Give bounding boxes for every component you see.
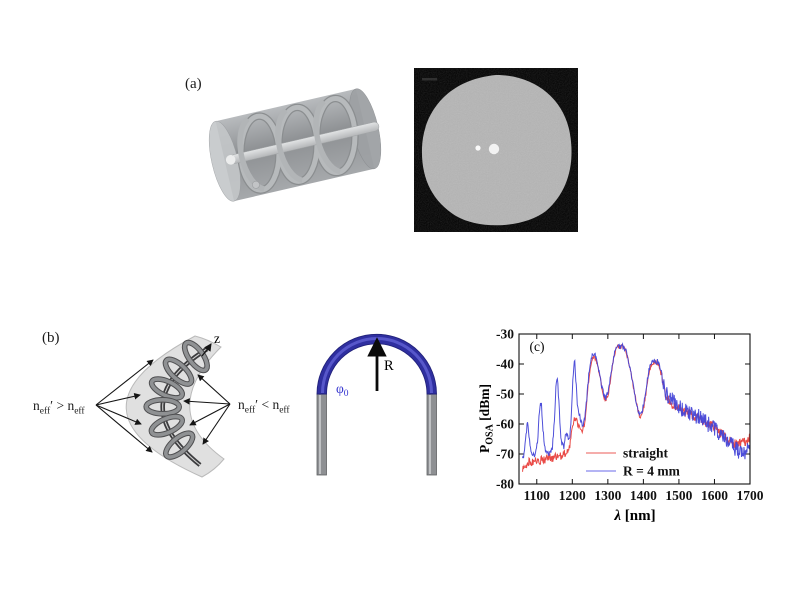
coil-loop [149, 377, 184, 400]
bent-helical-fiber-diagram: z [95, 331, 231, 478]
x-tick-label: 1600 [701, 488, 728, 503]
axes: 1100 1200 1300 1400 1500 1600 1700 -80 -70 -60 -50… [496, 327, 764, 504]
neff-less-label: neff′ < neff [238, 397, 290, 416]
phi-symbol: φ [336, 381, 344, 396]
x-tick-label: 1300 [594, 488, 621, 503]
y-tick-label: -80 [496, 477, 514, 492]
right-arrow-fan [183, 374, 231, 445]
radius-label: R [384, 358, 394, 374]
coil-loop [182, 340, 209, 373]
y-tick-label: -30 [496, 327, 514, 342]
fiber-left-leg [316, 393, 327, 476]
ylabel-p: P [477, 445, 492, 453]
legend: straight R = 4 mm [586, 446, 681, 479]
x-tick-label: 1700 [737, 488, 764, 503]
y-tick-label: -50 [496, 387, 514, 402]
y-tick-label: -70 [496, 447, 514, 462]
panel-b-label: (b) [42, 330, 60, 346]
bent-fiber-schematic: R φ0 [316, 333, 437, 476]
plot-box [518, 333, 751, 485]
helical-core-dot [475, 145, 481, 151]
coil-loop [144, 397, 181, 416]
coil-loop [149, 414, 184, 437]
fiber-right-leg [426, 393, 437, 476]
helix-end-tip [252, 180, 260, 189]
fiber-cross-section-image [414, 68, 578, 232]
trace-R-=-4-mm [522, 342, 750, 460]
neff-right-n: n [238, 397, 245, 412]
neff-right-sub2: eff [279, 405, 290, 416]
spectrum-chart: (c) POSA [dBm] λ [nm] 1100 1200 1300 1400 15… [477, 327, 764, 525]
x-tick-label: 1400 [630, 488, 657, 503]
neff-greater-label: neff′ > neff [33, 398, 97, 417]
image-corner-marking [422, 78, 437, 81]
y-tick-label: -40 [496, 357, 514, 372]
coil-loop [163, 357, 194, 386]
legend-label-1: R = 4 mm [623, 464, 681, 479]
panel-a-label: (a) [185, 76, 202, 92]
phi-subscript: 0 [344, 389, 349, 399]
helical-core-fiber-render [208, 88, 382, 202]
ylabel-subscript: OSA [485, 423, 496, 444]
bent-helix-coil [143, 339, 210, 460]
bend-angle-label: φ0 [336, 381, 349, 399]
xlabel-symbol: λ [613, 508, 621, 524]
left-arrow-fan [95, 359, 154, 453]
x-tick-label: 1200 [559, 488, 586, 503]
z-axis-arrow [201, 343, 212, 357]
x-tick-label: 1100 [524, 488, 551, 503]
z-axis-label: z [214, 331, 220, 346]
legend-label-0: straight [623, 446, 669, 461]
neff-left-sub: eff [39, 406, 51, 417]
panel-c-label: (c) [530, 339, 545, 354]
neff-left-sub2: eff [74, 406, 85, 417]
series-group [522, 342, 750, 472]
y-axis-title: POSA [dBm] [477, 384, 496, 453]
x-tick-label: 1500 [665, 488, 692, 503]
neff-left-n: n [33, 398, 40, 413]
ylabel-unit: [dBm] [477, 384, 492, 424]
cross-section-svg [421, 75, 572, 226]
central-core-dot [488, 143, 500, 155]
xlabel-unit: [nm] [621, 508, 656, 524]
neff-right-op: ′ < n [255, 397, 280, 412]
x-axis-title: λ [nm] [613, 508, 655, 524]
cylinder-group [208, 88, 382, 202]
rod-end-cap [225, 155, 236, 165]
y-tick-label: -60 [496, 417, 514, 432]
neff-right-sub: eff [244, 405, 256, 416]
neff-left-op: ′ > n [50, 398, 75, 413]
coil-loop [164, 431, 195, 459]
